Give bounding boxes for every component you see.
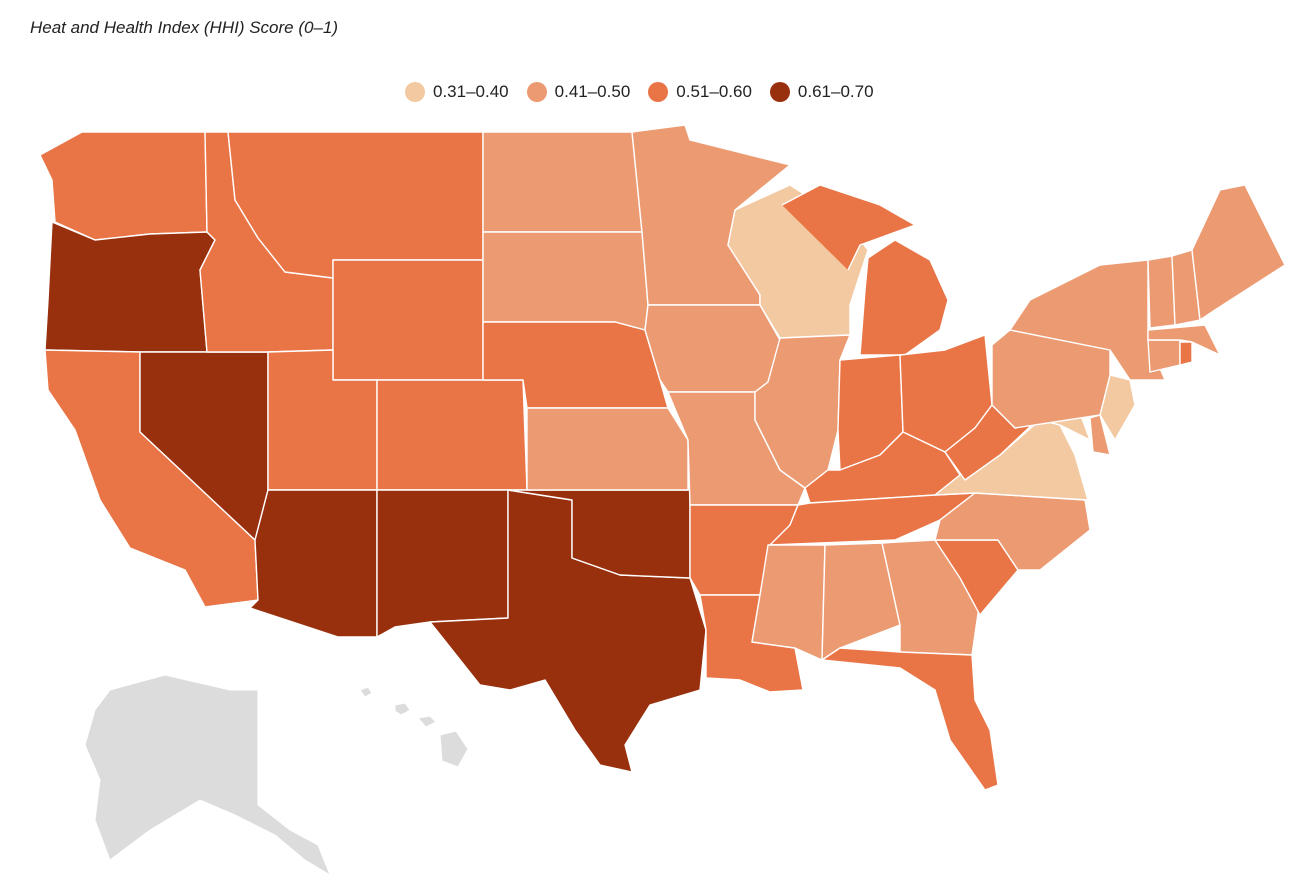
- legend-swatch: [526, 82, 547, 102]
- state-mi: [781, 184, 949, 356]
- state-hi: [359, 686, 373, 698]
- state-vt: [1147, 255, 1176, 329]
- state-ia: [644, 304, 781, 393]
- state-wy: [332, 259, 484, 381]
- state-ak: [84, 674, 332, 877]
- legend-swatch: [648, 82, 669, 102]
- legend: 0.31–0.40 0.41–0.50 0.51–0.60 0.61–0.70: [405, 82, 874, 102]
- state-fl: [821, 647, 999, 791]
- state-hi: [417, 715, 437, 728]
- state-ri: [1179, 341, 1193, 366]
- state-wa: [39, 131, 208, 241]
- state-ct: [1147, 339, 1181, 373]
- legend-swatch: [769, 82, 790, 102]
- legend-item: 0.41–0.50: [526, 82, 631, 102]
- state-hi: [439, 730, 469, 768]
- legend-label: 0.31–0.40: [433, 82, 509, 101]
- map-title: Heat and Health Index (HHI) Score (0–1): [30, 18, 339, 37]
- state-co: [376, 379, 528, 491]
- state-al: [821, 542, 901, 661]
- legend-item: 0.61–0.70: [769, 82, 874, 102]
- legend-label: 0.41–0.50: [554, 82, 631, 101]
- state-me: [1191, 184, 1286, 321]
- state-az: [249, 489, 378, 638]
- legend-swatch: [405, 82, 425, 102]
- state-ma: [1147, 324, 1221, 356]
- legend-label: 0.61–0.70: [797, 82, 874, 101]
- state-nd: [482, 131, 643, 233]
- state-ks: [526, 407, 689, 491]
- state-hi: [394, 702, 411, 716]
- legend-label: 0.51–0.60: [676, 82, 752, 101]
- legend-item: 0.51–0.60: [648, 82, 752, 102]
- state-nm: [376, 489, 509, 638]
- state-sd: [482, 231, 649, 331]
- legend-item: 0.31–0.40: [405, 82, 509, 102]
- state-or: [44, 221, 216, 353]
